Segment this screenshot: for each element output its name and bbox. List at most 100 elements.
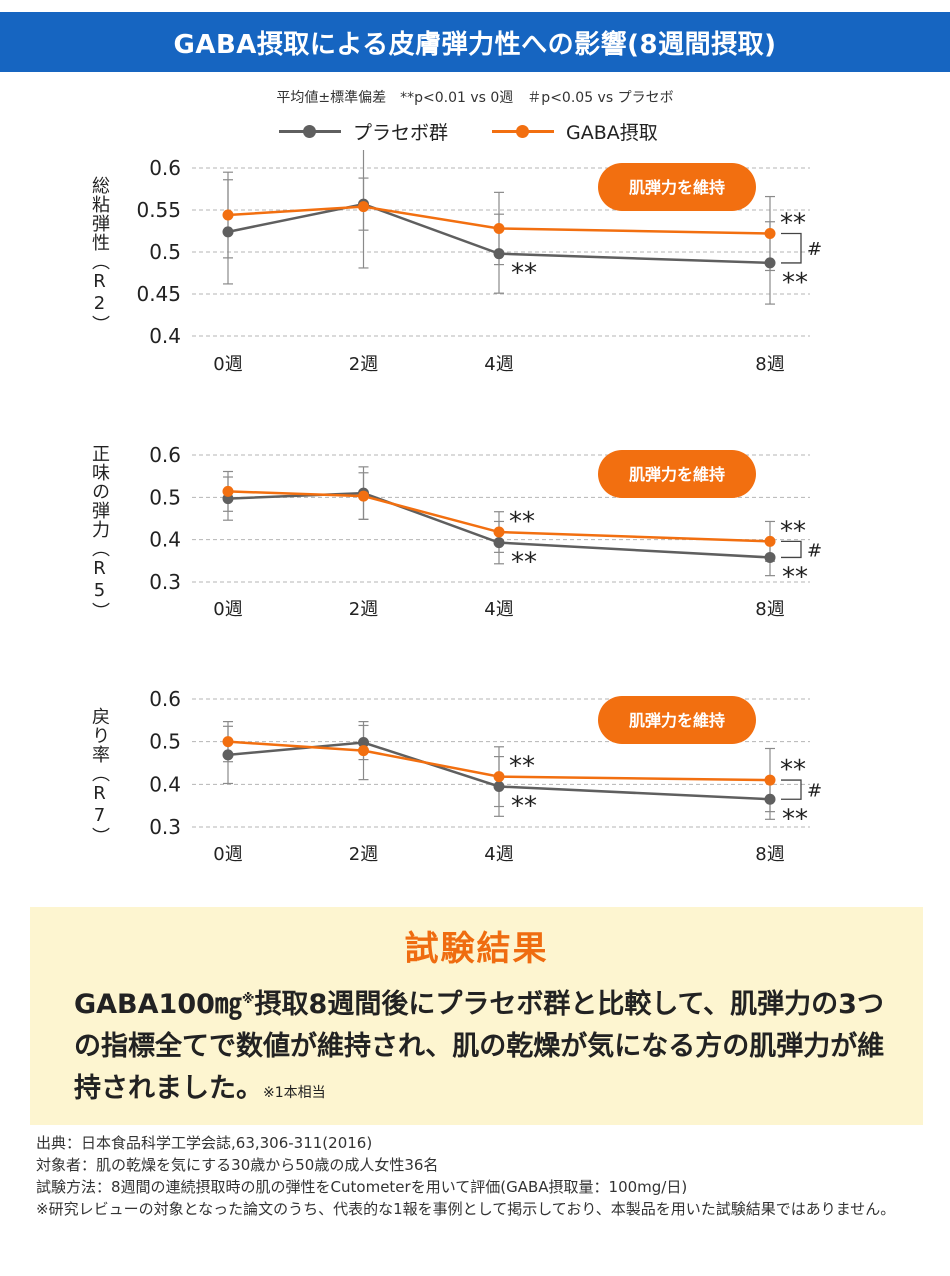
maintain-badge-label: 肌弾力を維持	[629, 178, 725, 197]
group-comparison-bracket	[781, 779, 802, 800]
series-line-gaba	[227, 205, 771, 235]
y-tick-label: 0.4	[149, 772, 181, 796]
group-comparison-bracket	[781, 540, 802, 559]
significance-mark-placebo: **	[782, 804, 808, 834]
footer-source: 出典：日本食品科学工学会誌,63,306-311(2016)	[36, 1134, 373, 1152]
y-tick-label: 0.4	[149, 528, 181, 552]
data-point-placebo	[222, 226, 234, 238]
x-tick-label: 2週	[349, 844, 378, 865]
maintain-badge	[598, 163, 756, 211]
y-tick-label: 0.55	[136, 198, 181, 222]
data-point-gaba	[222, 485, 234, 497]
x-tick-label: 0週	[213, 354, 242, 375]
data-point-gaba	[764, 774, 776, 786]
maintain-badge	[598, 450, 756, 498]
data-point-gaba	[222, 209, 234, 221]
legend-item-gaba: GABA摂取	[492, 116, 658, 146]
y-tick-label: 0.4	[149, 324, 181, 348]
data-point-gaba	[493, 222, 505, 234]
x-tick-label: 0週	[213, 599, 242, 620]
significance-mark-gaba: **	[509, 752, 535, 782]
page-title: GABA摂取による皮膚弾力性への影響(8週間摂取)	[0, 12, 950, 72]
maintain-badge	[598, 696, 756, 744]
maintain-badge-label: 肌弾力を維持	[629, 465, 725, 484]
data-point-placebo	[764, 793, 776, 805]
y-tick-label: 0.6	[149, 687, 181, 711]
data-point-placebo	[493, 780, 505, 792]
footer-method: 試験方法：8週間の連続摂取時の肌の弾性をCutometerを用いて評価(GABA…	[36, 1178, 688, 1196]
series-line-placebo	[227, 491, 771, 559]
data-point-gaba	[493, 526, 505, 538]
data-point-gaba	[222, 736, 234, 748]
y-tick-label: 0.5	[149, 485, 181, 509]
chart-r5-ylabel: 正味の弾力（R5）	[89, 444, 110, 621]
results-box: 試験結果 GABA100㎎※摂取8週間後にプラセボ群と比較して、肌弾力の3つの指…	[30, 907, 923, 1125]
data-point-placebo	[222, 749, 234, 761]
x-tick-label: 4週	[484, 354, 513, 375]
x-tick-label: 8週	[755, 599, 784, 620]
y-tick-label: 0.45	[136, 282, 181, 306]
results-text-part1: GABA100㎎	[74, 989, 242, 1020]
x-tick-label: 2週	[349, 354, 378, 375]
group-comparison-mark: #	[807, 540, 822, 561]
maintain-badge-label: 肌弾力を維持	[629, 711, 725, 730]
y-tick-label: 0.3	[149, 815, 181, 839]
y-tick-label: 0.6	[149, 443, 181, 467]
chart-r7-ylabel: 戻り率（R7）	[89, 707, 110, 846]
legend-item-placebo: プラセボ群	[279, 116, 448, 146]
results-text: GABA100㎎※摂取8週間後にプラセボ群と比較して、肌弾力の3つの指標全てで数…	[74, 979, 894, 1114]
results-text-part2: 摂取8週間後にプラセボ群と比較して、肌弾力の3つの指標全てで数値が維持され、肌の…	[74, 989, 885, 1104]
data-point-placebo	[358, 737, 369, 749]
significance-mark-placebo: **	[782, 268, 808, 298]
data-point-gaba	[358, 745, 369, 757]
footer-disclaimer: ※研究レビューの対象となった論文のうち、代表的な1報を事例として掲示しており、本…	[36, 1200, 896, 1218]
significance-mark-placebo: **	[511, 548, 537, 578]
chart-r5: 正味の弾力（R5） 0.3 0.4 0.5 0.6 0週 2週 4週 8週 肌弾力を維持 ** **…	[0, 438, 950, 630]
legend-label-gaba: GABA摂取	[566, 121, 658, 144]
series-line-gaba	[227, 490, 771, 543]
data-point-placebo	[764, 551, 776, 563]
data-point-gaba	[358, 201, 369, 213]
y-tick-label: 0.3	[149, 570, 181, 594]
legend-line-placebo	[279, 124, 341, 138]
series-line-gaba	[227, 740, 771, 782]
x-tick-label: 0週	[213, 844, 242, 865]
data-point-gaba	[358, 490, 369, 502]
statistics-note: 平均値±標準偏差 **p<0.01 vs 0週 ＃p<0.05 vs プラセボ	[276, 90, 674, 106]
group-comparison-mark: #	[807, 239, 822, 260]
significance-mark-placebo: **	[511, 259, 537, 289]
significance-mark-gaba: **	[509, 507, 535, 537]
y-tick-label: 0.6	[149, 156, 181, 180]
data-point-gaba	[764, 535, 776, 547]
results-title: 試験結果	[404, 929, 549, 969]
chart-r2-ylabel: 総粘弾性（R2）	[89, 176, 110, 334]
footer-notes: 出典：日本食品科学工学会誌,63,306-311(2016) 対象者：肌の乾燥を…	[36, 1132, 926, 1220]
significance-mark-placebo: **	[782, 562, 808, 592]
data-point-placebo	[493, 248, 505, 260]
y-tick-label: 0.5	[149, 240, 181, 264]
x-tick-label: 8週	[755, 354, 784, 375]
data-point-placebo	[493, 537, 505, 549]
legend-label-placebo: プラセボ群	[353, 121, 449, 144]
results-text-sup: ※	[241, 992, 255, 1007]
series-line-placebo	[227, 202, 771, 265]
chart-r2: 総粘弾性（R2） 0.4 0.45 0.5 0.55 0.6 0週 2週 4週 8週 肌弾力を維持…	[0, 150, 950, 380]
results-note: ※1本相当	[263, 1085, 326, 1101]
data-point-gaba	[493, 771, 505, 783]
x-tick-label: 2週	[349, 599, 378, 620]
group-comparison-bracket	[781, 232, 802, 264]
y-tick-label: 0.5	[149, 730, 181, 754]
x-tick-label: 4週	[484, 844, 513, 865]
x-tick-label: 8週	[755, 844, 784, 865]
data-point-gaba	[764, 228, 776, 240]
data-point-placebo	[764, 257, 776, 269]
group-comparison-mark: #	[807, 781, 822, 802]
footer-subjects: 対象者：肌の乾燥を気にする30歳から50歳の成人女性36名	[36, 1156, 439, 1174]
significance-mark-placebo: **	[511, 791, 537, 821]
x-tick-label: 4週	[484, 599, 513, 620]
chart-legend: プラセボ群 GABA摂取	[0, 116, 950, 146]
chart-r7: 戻り率（R7） 0.3 0.4 0.5 0.6 0週 2週 4週 8週 肌弾力を維持 ** ** **…	[0, 683, 950, 875]
